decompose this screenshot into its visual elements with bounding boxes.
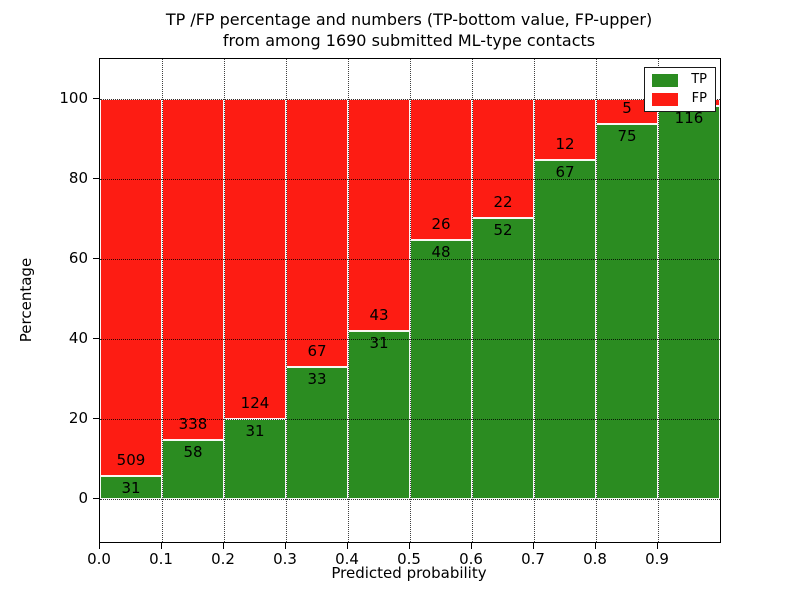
fp-count-label: 124 [240,394,270,412]
y-tick-label: 0 [78,489,88,507]
tp-count-label: 48 [431,242,451,261]
x-tick-mark [346,543,348,549]
y-tick-label: 40 [68,329,88,347]
tp-count-label: 31 [245,422,265,440]
bar-fp-segment [348,99,410,332]
tp-count-label: 31 [369,334,389,353]
legend-item: FP [652,92,707,106]
bar-tp-segment [596,124,658,499]
gridline-vertical [533,59,535,542]
bar-tp-segment [348,331,410,499]
fp-count-label: 12 [555,134,575,153]
chart-title: TP /FP percentage and numbers (TP-bottom… [99,9,719,51]
gridline-horizontal [100,178,720,180]
fp-count-label: 5 [622,99,632,117]
bar-tp-segment [472,217,534,499]
x-tick-label: 0.4 [335,550,359,568]
gridline-horizontal [100,98,720,100]
y-tick-mark [93,417,99,419]
legend: TP FP [644,67,716,112]
x-tick-mark [222,543,224,549]
gridline-vertical [161,59,163,542]
fp-count-label: 338 [178,415,208,434]
gridline-vertical [471,59,473,542]
gridline-vertical [285,59,287,542]
x-tick-mark [532,543,534,549]
gridline-vertical [347,59,349,542]
x-tick-mark [594,543,596,549]
fp-count-label: 67 [307,342,327,360]
x-tick-mark [470,543,472,549]
x-tick-label: 0.1 [149,550,173,568]
tp-count-label: 116 [674,108,704,127]
y-tick-label: 60 [68,249,88,267]
x-tick-label: 0.3 [273,550,297,568]
x-tick-label: 0.2 [211,550,235,568]
x-tick-label: 0.9 [645,550,669,568]
x-tick-mark [656,543,658,549]
x-tick-mark [284,543,286,549]
plot-area: 31 509 58 338 31 124 33 67 31 43 48 26 52 22 67 12 75 5 11… [99,58,721,543]
fp-count-label: 43 [369,306,389,325]
x-tick-label: 0.8 [583,550,607,568]
y-tick-label: 20 [68,409,88,427]
bar-tp-segment [410,239,472,499]
bar-fp-segment [286,99,348,367]
bar-tp-segment [658,105,720,499]
legend-label: TP [691,72,707,87]
y-tick-label: 80 [68,169,88,187]
gridline-horizontal [100,258,720,260]
tp-count-label: 75 [617,127,637,145]
legend-swatch-icon [652,73,678,87]
y-tick-mark [93,97,99,99]
x-axis-label: Predicted probability [331,564,487,582]
tp-count-label: 58 [183,443,203,462]
fp-count-label: 509 [116,451,146,470]
y-tick-label: 100 [59,89,88,107]
x-tick-label: 0.6 [459,550,483,568]
x-tick-mark [408,543,410,549]
y-tick-mark [93,337,99,339]
fp-count-label: 26 [431,214,451,233]
gridline-horizontal [100,338,720,340]
y-axis-label: Percentage [17,257,35,343]
bar-tp-segment [534,159,596,499]
x-tick-label: 0.5 [397,550,421,568]
gridline-vertical [223,59,225,542]
x-tick-mark [160,543,162,549]
gridline-horizontal [100,498,720,500]
bar-fp-segment [162,99,224,441]
bar-fp-segment [100,99,162,477]
chart-title-line2: from among 1690 submitted ML-type contac… [222,31,596,50]
y-tick-mark [93,257,99,259]
bar-fp-segment [410,99,472,240]
x-tick-mark [98,543,100,549]
y-tick-mark [93,497,99,499]
y-tick-mark [93,177,99,179]
gridline-vertical [409,59,411,542]
x-tick-label: 0.7 [521,550,545,568]
fp-count-label: 22 [493,192,513,211]
tp-count-label: 33 [307,370,327,388]
legend-item: TP [652,73,707,87]
gridline-vertical [657,59,659,542]
gridline-vertical [595,59,597,542]
legend-swatch-icon [652,92,678,106]
legend-label: FP [691,91,707,106]
x-tick-label: 0.0 [87,550,111,568]
bar-tp-segment [286,367,348,499]
gridline-horizontal [100,418,720,420]
tp-count-label: 52 [493,220,513,239]
tp-count-label: 31 [121,479,141,498]
chart-title-line1: TP /FP percentage and numbers (TP-bottom… [165,10,653,29]
tp-count-label: 67 [555,162,575,181]
